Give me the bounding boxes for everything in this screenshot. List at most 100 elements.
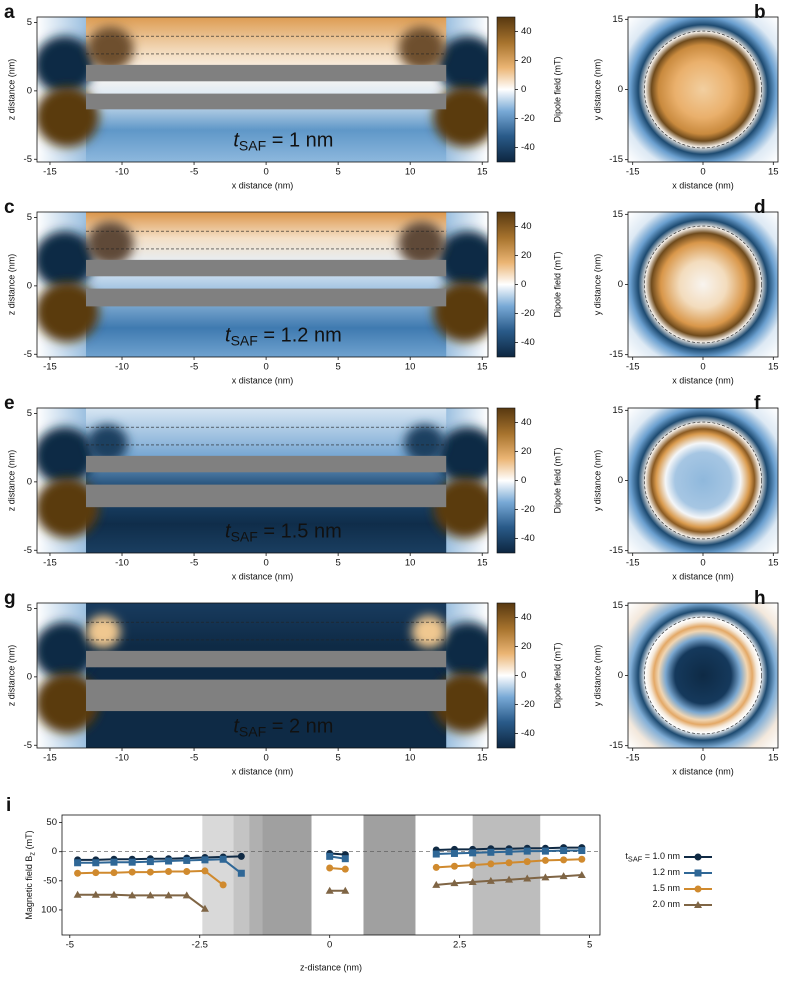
y-tick-label: 15 bbox=[612, 405, 623, 416]
text-part: t bbox=[233, 716, 240, 738]
x-tick-label: 5 bbox=[335, 362, 340, 373]
y-tick-label: -5 bbox=[24, 154, 32, 165]
x-axis-label: x distance (nm) bbox=[232, 180, 294, 190]
marker bbox=[326, 852, 334, 860]
colorbar-tick-label: 20 bbox=[521, 250, 532, 261]
y-axis-label: y distance (nm) bbox=[592, 450, 602, 512]
annotation: tSAF = 1 nm bbox=[233, 130, 333, 153]
x-axis-label: x distance (nm) bbox=[672, 766, 734, 776]
marker bbox=[128, 891, 137, 899]
layer bbox=[85, 259, 447, 277]
field-map bbox=[37, 408, 488, 553]
x-axis-label: x distance (nm) bbox=[672, 180, 734, 190]
plot-frame bbox=[36, 211, 489, 358]
marker bbox=[201, 867, 209, 875]
marker bbox=[541, 847, 549, 855]
x-tick-label: -5 bbox=[66, 940, 74, 951]
x-axis-label: z-distance (nm) bbox=[300, 962, 362, 972]
field-lobe bbox=[37, 86, 99, 147]
panel-letter: f bbox=[754, 393, 761, 414]
field-lobe bbox=[37, 622, 95, 680]
marker bbox=[505, 848, 513, 856]
layer bbox=[85, 455, 447, 473]
layer bbox=[85, 64, 447, 82]
legend-label: 1.5 nm bbox=[652, 883, 680, 893]
x-tick-label: -10 bbox=[115, 753, 129, 764]
x-tick-label: 5 bbox=[587, 940, 592, 951]
colorbar-tick-label: 20 bbox=[521, 641, 532, 652]
field-map bbox=[628, 408, 778, 553]
colorbar-label: Dipole field (mT) bbox=[552, 56, 562, 122]
field-lobe bbox=[437, 427, 488, 485]
field-lobe bbox=[87, 424, 128, 463]
marker bbox=[128, 858, 136, 866]
colorbar-tick-label: 40 bbox=[521, 221, 532, 232]
x-tick-label: -5 bbox=[190, 167, 198, 178]
x-tick-label: 15 bbox=[768, 753, 779, 764]
colorbar-tick-label: -40 bbox=[521, 142, 535, 153]
field-map bbox=[37, 17, 488, 162]
x-tick-label: 0 bbox=[263, 753, 268, 764]
panel-letter: c bbox=[4, 197, 15, 218]
marker bbox=[146, 858, 154, 866]
plot-frame bbox=[36, 602, 489, 749]
y-axis-label: z distance (nm) bbox=[6, 254, 16, 316]
colorbar-tick-label: -20 bbox=[521, 699, 535, 710]
x-axis-label: x distance (nm) bbox=[232, 766, 294, 776]
field-lobe bbox=[437, 36, 488, 94]
layer-band bbox=[363, 815, 416, 935]
x-axis-label: x distance (nm) bbox=[232, 375, 294, 385]
field-map bbox=[628, 17, 778, 162]
marker bbox=[110, 858, 118, 866]
marker bbox=[432, 863, 440, 871]
subscript: SAF bbox=[231, 528, 258, 544]
y-tick-label: 15 bbox=[612, 14, 623, 25]
legend-label: 2.0 nm bbox=[652, 899, 680, 909]
marker bbox=[578, 847, 586, 855]
layer bbox=[85, 93, 447, 110]
y-axis-label: z distance (nm) bbox=[6, 59, 16, 121]
dashed-guide bbox=[644, 225, 762, 344]
colorbar-tick-label: -20 bbox=[521, 504, 535, 515]
text-part: t bbox=[225, 325, 232, 347]
y-tick-label: 0 bbox=[618, 475, 623, 486]
marker bbox=[341, 865, 349, 873]
legend-name: 1.0 nm bbox=[652, 851, 680, 861]
marker bbox=[469, 849, 477, 857]
x-tick-label: 0 bbox=[263, 167, 268, 178]
legend-label: tSAF = 1.0 nm bbox=[625, 851, 680, 863]
plot-frame bbox=[627, 407, 779, 554]
x-tick-label: 0 bbox=[700, 558, 705, 569]
marker bbox=[541, 873, 550, 881]
subscript: z bbox=[28, 852, 37, 856]
colorbar bbox=[496, 211, 516, 358]
y-tick-label: 0 bbox=[27, 280, 32, 291]
marker bbox=[523, 874, 532, 882]
x-tick-label: 2.5 bbox=[453, 940, 466, 951]
marker bbox=[505, 859, 513, 867]
colorbar-tick-label: 20 bbox=[521, 446, 532, 457]
layer-band bbox=[472, 815, 541, 935]
text-part: = 1 nm bbox=[266, 130, 333, 152]
y-tick-label: 0 bbox=[52, 846, 57, 857]
x-tick-label: 0 bbox=[327, 940, 332, 951]
y-tick-label: 5 bbox=[27, 17, 32, 28]
marker bbox=[164, 891, 173, 899]
x-tick-label: 10 bbox=[405, 167, 416, 178]
x-tick-label: 15 bbox=[477, 753, 488, 764]
field-lobe bbox=[433, 281, 488, 342]
y-tick-label: 100 bbox=[41, 904, 57, 915]
y-tick-label: -50 bbox=[43, 875, 57, 886]
series-group bbox=[73, 844, 586, 912]
x-tick-label: 10 bbox=[405, 753, 416, 764]
marker bbox=[146, 891, 155, 899]
y-tick-label: 5 bbox=[27, 212, 32, 223]
x-tick-label: 0 bbox=[700, 362, 705, 373]
x-tick-label: 10 bbox=[405, 362, 416, 373]
x-tick-label: -10 bbox=[115, 167, 129, 178]
dashed-guide bbox=[644, 30, 762, 149]
legend-marker bbox=[694, 869, 702, 877]
marker bbox=[182, 891, 191, 899]
x-tick-label: 0 bbox=[700, 167, 705, 178]
annotation: tSAF = 1.5 nm bbox=[225, 521, 342, 544]
